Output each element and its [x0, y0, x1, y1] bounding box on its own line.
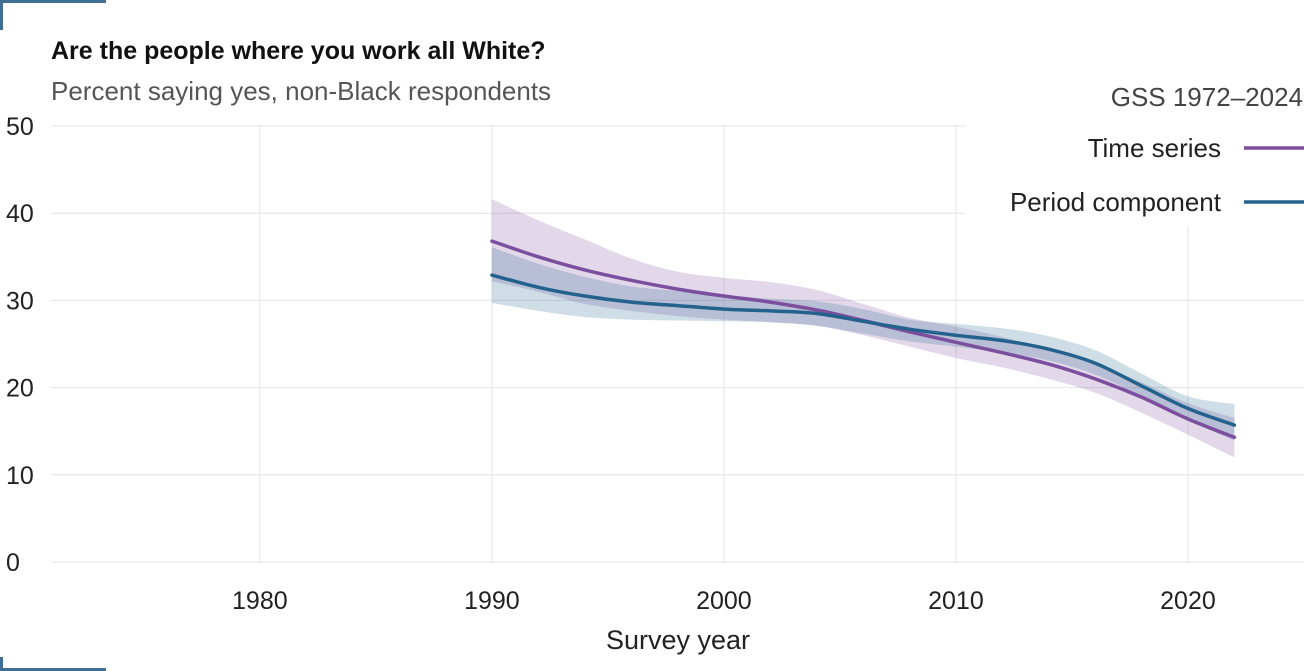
x-tick-label-1980: 1980 [232, 587, 288, 615]
y-axis-ticks: 0 10 20 30 40 50 [6, 113, 34, 577]
legend-title: GSS 1972–2024 [1111, 82, 1303, 112]
legend-label-time-series: Time series [1088, 133, 1221, 163]
x-tick-label-1990: 1990 [464, 587, 520, 615]
y-tick-label-0: 0 [6, 549, 20, 577]
time-series-band [491, 199, 1235, 458]
confidence-bands [491, 199, 1235, 458]
series-lines [490, 239, 1237, 440]
y-tick-label-40: 40 [6, 200, 34, 228]
chart-subtitle: Percent saying yes, non-Black respondent… [51, 76, 552, 106]
chart-title: Are the people where you work all White? [51, 37, 546, 65]
y-tick-label-50: 50 [6, 113, 34, 141]
legend-label-period-component: Period component [1010, 187, 1222, 217]
x-tick-label-2010: 2010 [928, 587, 984, 615]
corner-mark-top [0, 0, 106, 30]
y-tick-label-20: 20 [6, 375, 34, 403]
legend-items: Time series Period component [1010, 133, 1304, 217]
period-component-band [491, 247, 1235, 441]
y-tick-label-30: 30 [6, 287, 34, 315]
corner-mark-bottom [0, 657, 106, 671]
x-axis-title: Survey year [606, 625, 750, 655]
legend: GSS 1972–2024 Time series Period componen… [966, 78, 1304, 226]
y-tick-label-10: 10 [6, 462, 34, 490]
period-component-line [490, 273, 1237, 427]
x-tick-label-2020: 2020 [1160, 587, 1216, 615]
x-axis-ticks: 1980 1990 2000 2010 2020 [232, 587, 1216, 615]
x-tick-label-2000: 2000 [696, 587, 752, 615]
